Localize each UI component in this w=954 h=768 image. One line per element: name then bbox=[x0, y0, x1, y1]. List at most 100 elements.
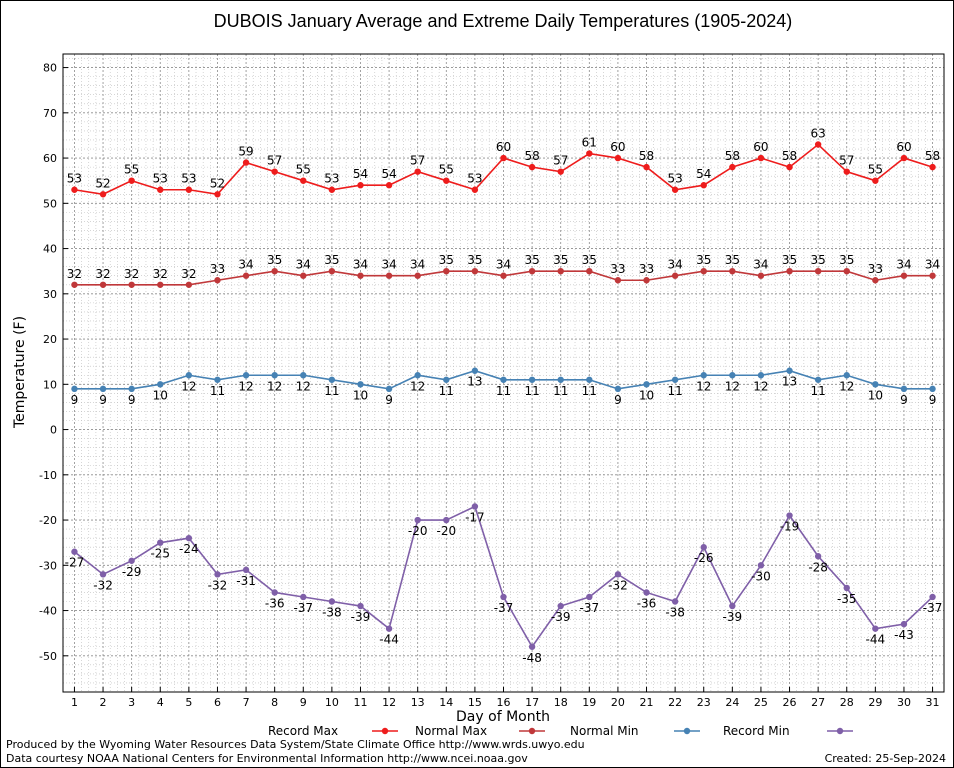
record-max-point bbox=[71, 186, 78, 193]
normal-min-point bbox=[500, 376, 507, 383]
record-min-data-label: -38 bbox=[322, 606, 342, 620]
normal-min-data-label: 10 bbox=[353, 388, 368, 402]
legend-marker-record-min bbox=[836, 727, 844, 735]
record-max-data-label: 53 bbox=[324, 172, 339, 186]
record-min-point bbox=[242, 566, 250, 574]
record-min-point bbox=[271, 589, 278, 596]
normal-min-data-label: 9 bbox=[128, 393, 136, 407]
record-min-point bbox=[357, 602, 364, 610]
record-min-data-label: -27 bbox=[65, 556, 85, 570]
record-min-point bbox=[300, 593, 307, 601]
record-max-data-label: 53 bbox=[153, 172, 168, 186]
normal-min-data-label: 9 bbox=[71, 393, 79, 407]
normal-min-data-label: 12 bbox=[181, 379, 196, 393]
normal-min-point bbox=[643, 381, 650, 388]
legend-marker-record-max bbox=[381, 727, 389, 735]
x-tick-label: 28 bbox=[840, 696, 854, 709]
normal-min-point bbox=[157, 381, 164, 388]
record-min-data-label: -19 bbox=[780, 520, 800, 534]
record-max-point bbox=[757, 154, 765, 162]
normal-min-point bbox=[357, 381, 364, 388]
x-tick-label: 5 bbox=[185, 696, 192, 709]
x-tick-label: 25 bbox=[754, 696, 768, 709]
x-tick-label: 19 bbox=[582, 696, 596, 709]
normal-max-data-label: 33 bbox=[868, 262, 883, 276]
normal-min-data-label: 12 bbox=[696, 379, 711, 393]
x-tick-label: 8 bbox=[271, 696, 278, 709]
normal-min-point bbox=[872, 381, 879, 388]
record-max-point bbox=[500, 154, 507, 162]
record-min-point bbox=[786, 512, 793, 519]
normal-min-data-label: 12 bbox=[725, 379, 740, 393]
record-min-data-label: -39 bbox=[351, 610, 371, 624]
y-tick-label: -30 bbox=[39, 559, 57, 572]
record-min-data-label: -43 bbox=[894, 628, 914, 642]
normal-min-data-label: 9 bbox=[99, 393, 107, 407]
y-tick-label: 50 bbox=[43, 197, 57, 210]
normal-max-data-label: 35 bbox=[553, 253, 568, 267]
normal-max-point bbox=[128, 281, 135, 288]
record-max-data-label: 55 bbox=[868, 163, 883, 177]
normal-max-data-label: 32 bbox=[95, 267, 110, 281]
record-max-data-label: 58 bbox=[782, 149, 797, 163]
record-min-point bbox=[929, 593, 936, 601]
x-tick-label: 14 bbox=[439, 696, 453, 709]
normal-min-point bbox=[385, 385, 393, 393]
record-max-point bbox=[643, 163, 650, 171]
normal-min-point bbox=[242, 372, 250, 379]
record-max-data-label: 54 bbox=[381, 167, 396, 181]
legend-label-normal-min: Normal Min bbox=[570, 724, 639, 738]
record-max-data-label: 53 bbox=[667, 172, 682, 186]
record-min-point bbox=[586, 593, 593, 601]
normal-max-data-label: 34 bbox=[667, 258, 682, 272]
x-tick-label: 9 bbox=[300, 696, 307, 709]
normal-max-data-label: 33 bbox=[610, 262, 625, 276]
normal-min-point bbox=[214, 376, 221, 383]
record-max-point bbox=[271, 168, 278, 175]
normal-max-data-label: 35 bbox=[811, 253, 826, 267]
normal-max-data-label: 35 bbox=[524, 253, 539, 267]
record-min-point bbox=[128, 557, 135, 564]
x-tick-label: 2 bbox=[100, 696, 107, 709]
record-min-data-label: -37 bbox=[494, 601, 514, 615]
record-max-point bbox=[471, 186, 479, 193]
normal-max-data-label: 35 bbox=[839, 253, 854, 267]
record-max-data-label: 58 bbox=[639, 149, 654, 163]
normal-max-data-label: 33 bbox=[210, 262, 225, 276]
normal-max-data-label: 33 bbox=[639, 262, 654, 276]
x-tick-label: 10 bbox=[325, 696, 339, 709]
x-tick-label: 3 bbox=[128, 696, 135, 709]
legend-marker-normal-max bbox=[528, 727, 536, 735]
normal-min-data-label: 11 bbox=[811, 384, 826, 398]
normal-max-data-label: 32 bbox=[67, 267, 82, 281]
normal-max-data-label: 34 bbox=[496, 258, 511, 272]
x-tick-label: 13 bbox=[411, 696, 425, 709]
y-tick-label: 60 bbox=[43, 152, 57, 165]
x-axis-label: Day of Month bbox=[456, 709, 550, 725]
record-min-point bbox=[157, 539, 164, 546]
record-max-point bbox=[443, 177, 450, 184]
x-tick-label: 18 bbox=[554, 696, 568, 709]
x-tick-label: 21 bbox=[640, 696, 654, 709]
normal-min-point bbox=[414, 372, 421, 379]
record-max-point bbox=[814, 141, 822, 148]
normal-min-data-label: 12 bbox=[839, 379, 854, 393]
record-min-point bbox=[814, 553, 822, 560]
footer-data-courtesy: Data courtesy NOAA National Centers for … bbox=[6, 752, 528, 765]
record-min-data-label: -31 bbox=[236, 574, 256, 588]
record-min-data-label: -37 bbox=[293, 601, 313, 615]
normal-min-data-label: 12 bbox=[410, 379, 425, 393]
normal-max-point bbox=[500, 272, 507, 279]
normal-max-point bbox=[700, 267, 707, 275]
normal-max-point bbox=[643, 277, 650, 284]
normal-max-point bbox=[242, 272, 250, 279]
x-tick-label: 11 bbox=[353, 696, 367, 709]
normal-min-point bbox=[814, 376, 822, 383]
normal-min-data-label: 10 bbox=[868, 388, 883, 402]
record-max-point bbox=[528, 163, 536, 171]
record-max-data-label: 63 bbox=[811, 126, 826, 140]
normal-min-point bbox=[614, 385, 622, 393]
normal-max-point bbox=[557, 267, 564, 275]
record-max-point bbox=[328, 186, 336, 193]
